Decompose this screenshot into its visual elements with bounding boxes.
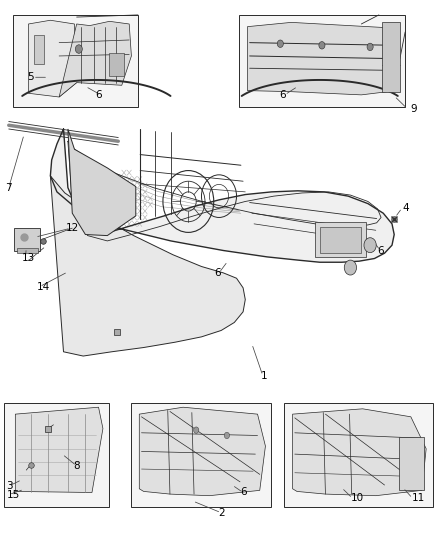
Circle shape: [224, 432, 230, 439]
Polygon shape: [50, 129, 394, 262]
Bar: [17, 248, 38, 253]
Circle shape: [344, 260, 357, 275]
Bar: [382, 22, 400, 92]
Text: 6: 6: [240, 488, 247, 497]
Text: 13: 13: [22, 253, 35, 263]
Bar: [4, 403, 109, 507]
Circle shape: [75, 45, 82, 53]
Bar: [239, 15, 405, 107]
Circle shape: [367, 43, 373, 51]
Polygon shape: [50, 176, 245, 356]
Text: 14: 14: [37, 282, 50, 292]
Circle shape: [277, 40, 283, 47]
Circle shape: [364, 238, 376, 253]
Bar: [109, 53, 124, 76]
Bar: [320, 227, 361, 253]
Polygon shape: [293, 409, 426, 496]
Polygon shape: [59, 21, 131, 97]
Text: 2: 2: [218, 508, 225, 518]
Bar: [284, 403, 433, 507]
Text: 6: 6: [378, 246, 384, 255]
Bar: [34, 35, 44, 64]
Text: 8: 8: [74, 461, 80, 471]
Text: 6: 6: [95, 90, 102, 100]
Polygon shape: [247, 22, 399, 95]
Bar: [315, 222, 366, 257]
Circle shape: [194, 427, 199, 433]
Text: 11: 11: [412, 494, 425, 503]
Text: 7: 7: [5, 183, 12, 192]
Bar: [13, 15, 138, 107]
Text: 15: 15: [7, 490, 20, 499]
Polygon shape: [15, 407, 103, 492]
Text: 6: 6: [279, 90, 286, 100]
Polygon shape: [68, 129, 136, 236]
Text: 6: 6: [215, 268, 221, 278]
Text: 10: 10: [350, 494, 364, 503]
Text: 5: 5: [27, 72, 34, 82]
Text: 3: 3: [7, 481, 13, 491]
Polygon shape: [28, 20, 77, 97]
Bar: [14, 228, 40, 251]
Circle shape: [319, 42, 325, 49]
Text: 4: 4: [402, 203, 409, 213]
Text: 9: 9: [410, 104, 417, 114]
Text: 1: 1: [261, 371, 267, 381]
Bar: [131, 403, 271, 507]
Bar: [399, 437, 424, 490]
Polygon shape: [139, 407, 265, 496]
Text: 12: 12: [66, 223, 79, 233]
